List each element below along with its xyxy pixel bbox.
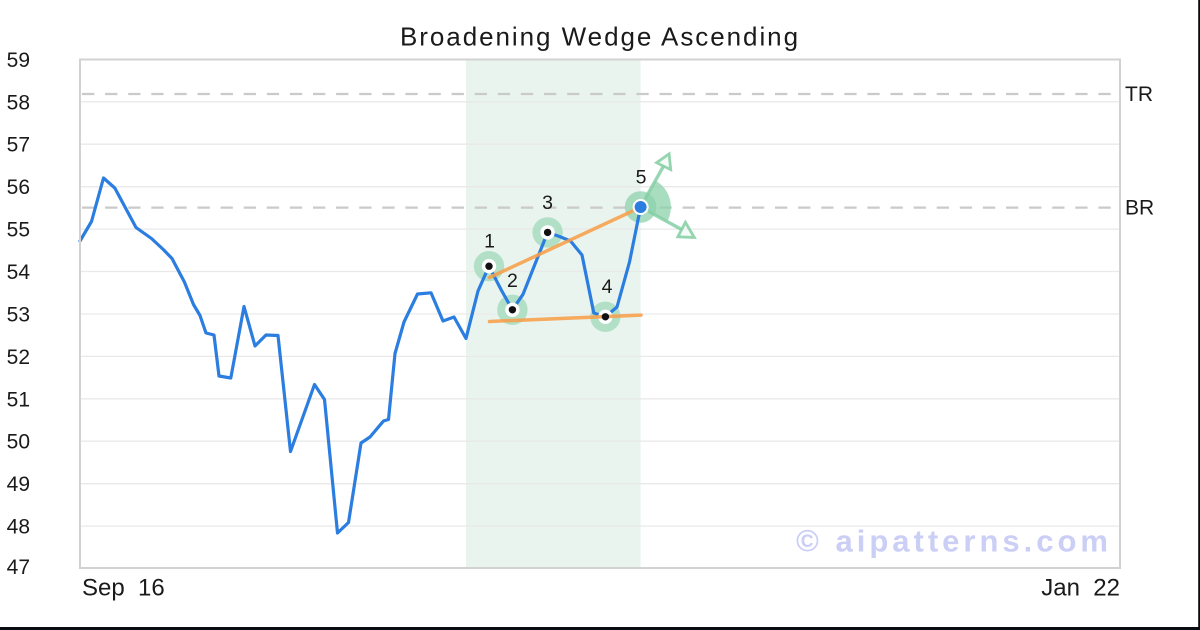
svg-text:Sep 16: Sep 16 [82,575,165,602]
svg-text:54: 54 [7,261,31,284]
svg-text:51: 51 [7,388,30,411]
svg-text:4: 4 [602,276,613,298]
svg-text:BR: BR [1125,197,1154,220]
svg-text:Jan 22: Jan 22 [1041,575,1120,602]
svg-text:53: 53 [7,304,30,327]
svg-text:59: 59 [7,49,30,72]
svg-text:1: 1 [484,230,495,252]
svg-text:52: 52 [7,346,30,369]
svg-text:50: 50 [7,431,30,454]
svg-text:48: 48 [7,516,30,539]
svg-text:Broadening Wedge Ascending: Broadening Wedge Ascending [400,22,800,52]
svg-text:56: 56 [7,176,30,199]
svg-text:49: 49 [7,473,30,496]
svg-text:57: 57 [7,134,30,157]
svg-text:47: 47 [7,556,30,579]
svg-text:TR: TR [1125,83,1153,106]
svg-text:58: 58 [7,91,30,114]
svg-text:3: 3 [542,192,553,214]
svg-text:5: 5 [636,167,647,189]
svg-text:2: 2 [507,270,518,292]
svg-text:55: 55 [7,219,30,242]
svg-text:© aipatterns.com: © aipatterns.com [796,524,1112,559]
